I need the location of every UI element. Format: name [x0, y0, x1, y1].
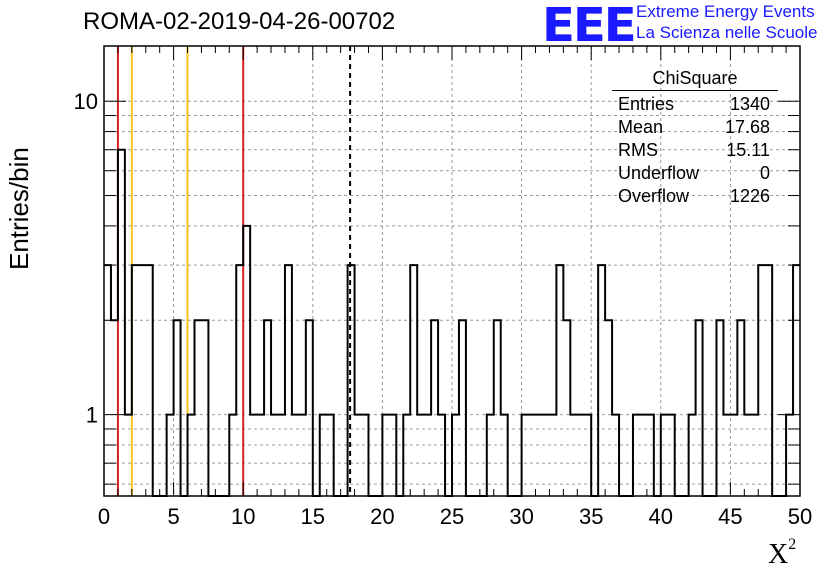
- stats-row-rms: RMS 15.11: [612, 139, 778, 162]
- stats-row-mean: Mean 17.68: [612, 116, 778, 139]
- stats-value: 17.68: [724, 117, 770, 137]
- y-axis-label: Entries/bin: [4, 147, 34, 270]
- axis-ticks: 0 5 10 15 20 25 30 35 40 45 50 1 10: [74, 46, 812, 529]
- x-tick-label: 5: [167, 504, 179, 529]
- x-tick-label: 0: [98, 504, 110, 529]
- stats-row-underflow: Underflow 0: [612, 162, 778, 185]
- stats-label: Overflow: [618, 186, 690, 206]
- stats-title: ChiSquare: [612, 68, 778, 91]
- y-tick-label: 10: [74, 89, 98, 114]
- x-tick-label: 50: [788, 504, 812, 529]
- x-axis-label-sup: 2: [788, 536, 797, 553]
- x-tick-label: 30: [509, 504, 533, 529]
- stats-row-entries: Entries 1340: [612, 93, 778, 116]
- stats-label: Underflow: [618, 163, 700, 183]
- x-tick-label: 40: [649, 504, 673, 529]
- stats-label: RMS: [618, 140, 658, 160]
- y-tick-label: 1: [86, 403, 98, 428]
- stats-value: 0: [759, 163, 770, 183]
- stats-value: 15.11: [726, 140, 770, 160]
- x-tick-label: 15: [301, 504, 325, 529]
- stats-label: Entries: [618, 94, 675, 114]
- stats-value: 1340: [729, 94, 770, 114]
- x-tick-label: 45: [718, 504, 742, 529]
- tagline-primary: Extreme Energy Events: [636, 2, 815, 21]
- stats-value: 1226: [729, 186, 770, 206]
- run-title: ROMA-02-2019-04-26-00702: [83, 8, 396, 35]
- x-tick-label: 10: [231, 504, 255, 529]
- x-axis-label: X2: [768, 536, 796, 571]
- stats-row-overflow: Overflow 1226: [612, 185, 778, 208]
- x-axis-label-base: X: [768, 539, 789, 570]
- x-tick-label: 35: [579, 504, 603, 529]
- tagline-secondary: La Scienza nelle Scuole: [636, 23, 818, 42]
- x-tick-label: 20: [370, 504, 394, 529]
- stats-label: Mean: [618, 117, 664, 137]
- eee-logo: EEE: [542, 0, 637, 52]
- x-tick-label: 25: [440, 504, 464, 529]
- stats-box: ChiSquare Entries 1340 Mean 17.68 RMS 15.11…: [612, 68, 778, 208]
